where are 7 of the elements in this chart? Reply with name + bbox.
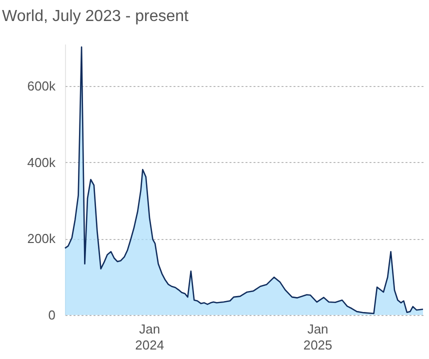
chart-title: World, July 2023 - present xyxy=(2,8,190,25)
x-tick-label: Jan 2025 xyxy=(303,322,332,352)
y-tick-label: 600k xyxy=(27,78,56,94)
y-tick-label: 400k xyxy=(27,154,56,170)
y-tick-label: 0 xyxy=(48,308,56,322)
x-tick-label: Jan 2024 xyxy=(135,322,164,352)
y-tick-label: 200k xyxy=(27,231,56,246)
